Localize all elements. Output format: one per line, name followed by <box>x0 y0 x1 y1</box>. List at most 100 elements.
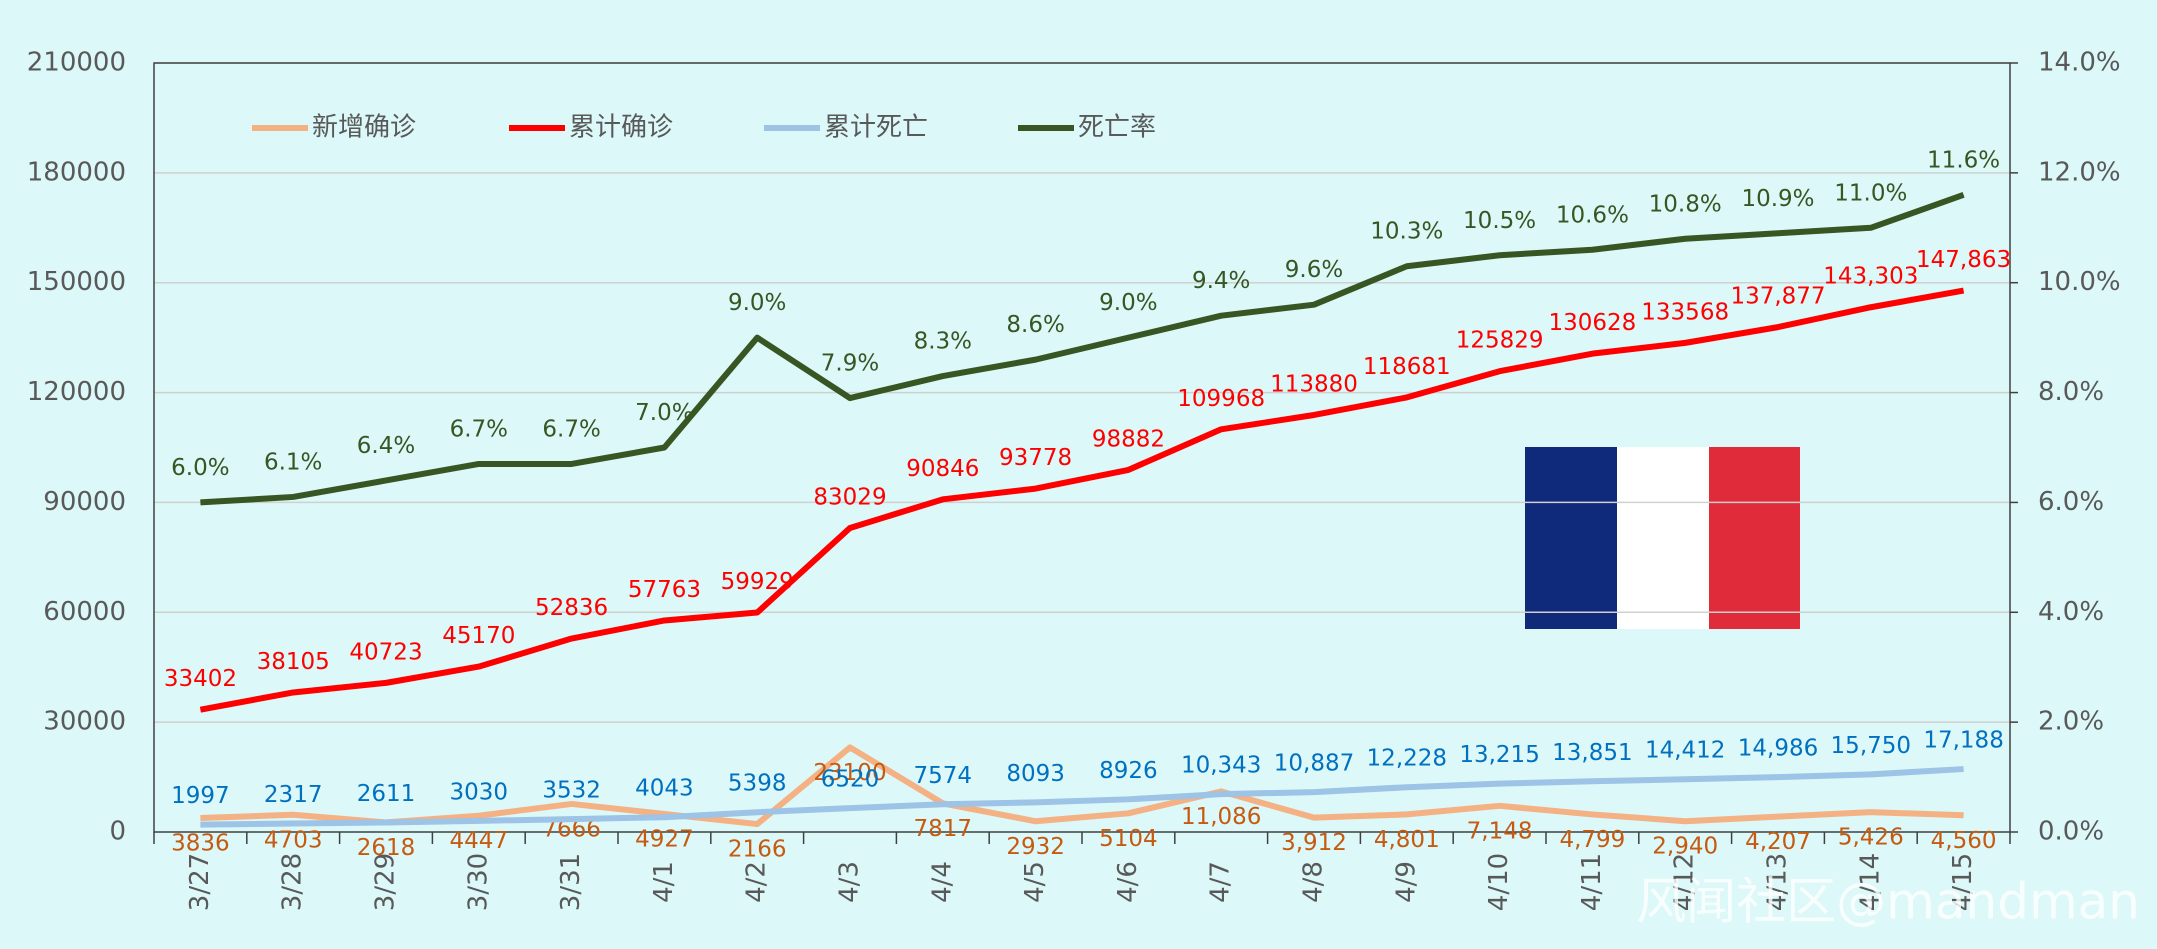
x-tick-label: 4/7 <box>1206 861 1236 903</box>
data-label: 7.0% <box>635 400 693 426</box>
y2-tick-label: 14.0% <box>2038 48 2121 78</box>
data-label: 15,750 <box>1831 733 1911 759</box>
data-label: 113880 <box>1270 371 1358 397</box>
data-label: 7,148 <box>1467 818 1533 844</box>
x-tick-label: 3/29 <box>371 853 401 911</box>
data-label: 130628 <box>1548 310 1636 336</box>
data-label: 52836 <box>535 595 608 621</box>
legend-label: 新增确诊 <box>312 113 416 143</box>
data-label: 17,188 <box>1923 728 2003 754</box>
y2-tick-label: 10.0% <box>2038 267 2121 297</box>
data-label: 8926 <box>1099 758 1158 784</box>
data-label: 3532 <box>542 778 601 804</box>
data-label: 40723 <box>349 639 422 665</box>
y-tick-label: 90000 <box>43 487 126 517</box>
x-tick-label: 4/3 <box>835 861 865 903</box>
data-label: 11.0% <box>1834 180 1907 206</box>
x-tick-label: 4/12 <box>1670 853 1700 911</box>
x-tick-label: 4/15 <box>1948 853 1978 911</box>
legend-item: 累计死亡 <box>764 113 928 143</box>
x-tick-label: 4/2 <box>742 861 772 903</box>
data-label: 7817 <box>914 816 973 842</box>
data-label: 10,887 <box>1274 751 1354 777</box>
x-tick-label: 4/6 <box>1113 861 1143 903</box>
data-label: 98882 <box>1092 426 1165 452</box>
flag-red <box>1709 447 1800 629</box>
data-label: 9.4% <box>1192 268 1250 294</box>
data-label: 90846 <box>906 456 979 482</box>
data-label: 147,863 <box>1916 247 2011 273</box>
data-label: 109968 <box>1177 386 1265 412</box>
data-label: 23100 <box>813 760 886 786</box>
watermark: 风闻社区@mandman <box>1636 873 2140 931</box>
data-label: 6.0% <box>171 455 229 481</box>
data-label: 12,228 <box>1367 746 1447 772</box>
data-label: 8.6% <box>1006 312 1064 338</box>
x-tick-label: 4/4 <box>927 861 957 903</box>
data-label: 4,801 <box>1374 827 1440 853</box>
series-line <box>200 766 1964 828</box>
france-flag <box>1525 447 1800 629</box>
data-label: 38105 <box>257 649 330 675</box>
x-tick-label: 3/31 <box>556 853 586 911</box>
x-tick-label: 4/11 <box>1577 853 1607 911</box>
data-label: 5104 <box>1099 826 1158 852</box>
data-label: 6520 <box>821 767 880 793</box>
data-label: 7574 <box>914 763 973 789</box>
data-label: 83029 <box>813 484 886 510</box>
data-label: 10.8% <box>1649 191 1722 217</box>
data-label: 14,412 <box>1645 738 1725 764</box>
data-label: 4043 <box>635 776 694 802</box>
legend-item: 累计确诊 <box>509 113 673 143</box>
data-label: 2611 <box>357 781 416 807</box>
data-label: 10.6% <box>1556 202 1629 228</box>
y-tick-label: 180000 <box>27 157 126 187</box>
data-label: 4,560 <box>1931 828 1997 854</box>
data-label: 57763 <box>628 577 701 603</box>
data-label: 2932 <box>1006 834 1065 860</box>
y-tick-label: 120000 <box>27 377 126 407</box>
y-tick-label: 210000 <box>27 48 126 78</box>
data-label: 33402 <box>164 666 237 692</box>
data-label: 9.0% <box>728 290 786 316</box>
x-tick-label: 4/8 <box>1299 861 1329 903</box>
data-label: 4703 <box>264 827 323 853</box>
flag-white <box>1617 447 1709 629</box>
series-line <box>199 287 1965 713</box>
y2-tick-label: 0.0% <box>2038 817 2104 847</box>
flag-blue <box>1525 447 1617 629</box>
x-tick-label: 4/1 <box>649 861 679 903</box>
legend-label: 累计死亡 <box>824 113 928 143</box>
y2-tick-label: 6.0% <box>2038 487 2104 517</box>
data-label: 6.7% <box>542 416 600 442</box>
data-label: 3836 <box>171 830 230 856</box>
data-label: 143,303 <box>1823 264 1918 290</box>
y2-tick-label: 8.0% <box>2038 377 2104 407</box>
data-label: 45170 <box>442 623 515 649</box>
y-tick-label: 150000 <box>27 267 126 297</box>
x-tick-label: 4/10 <box>1484 853 1514 911</box>
data-label: 2,940 <box>1652 834 1718 860</box>
data-label: 137,877 <box>1730 284 1825 310</box>
x-tick-label: 4/9 <box>1391 861 1421 903</box>
legend-label: 死亡率 <box>1078 113 1156 143</box>
series-line <box>200 744 1964 828</box>
y2-tick-label: 4.0% <box>2038 597 2104 627</box>
data-label: 4927 <box>635 826 694 852</box>
x-tick-label: 4/5 <box>1020 861 1050 903</box>
data-label: 10.9% <box>1741 186 1814 212</box>
data-label: 6.7% <box>450 416 508 442</box>
data-label: 8.3% <box>914 329 972 355</box>
y2-tick-label: 12.0% <box>2038 157 2121 187</box>
legend-label: 累计确诊 <box>569 113 673 143</box>
data-label: 10,343 <box>1181 753 1261 779</box>
x-tick-label: 4/14 <box>1855 853 1885 911</box>
data-label: 5,426 <box>1838 825 1904 851</box>
data-label: 6.1% <box>264 449 322 475</box>
x-tick-label: 4/13 <box>1763 853 1793 911</box>
data-label: 1997 <box>171 783 230 809</box>
legend-item: 新增确诊 <box>252 113 416 143</box>
data-label: 11,086 <box>1181 804 1261 830</box>
data-label: 4,207 <box>1745 829 1811 855</box>
